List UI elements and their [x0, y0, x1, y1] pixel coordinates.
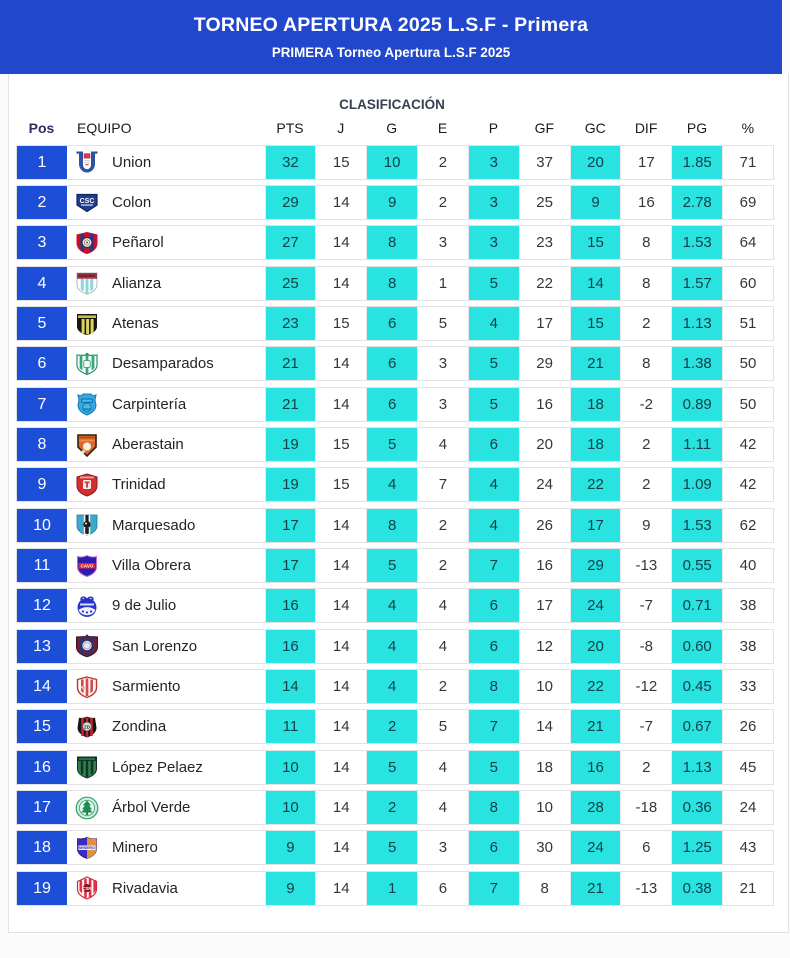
- svg-text:CSC: CSC: [80, 198, 95, 205]
- svg-text:MINERO: MINERO: [79, 845, 95, 850]
- svg-text:ZD: ZD: [84, 724, 91, 729]
- svg-text:CSR: CSR: [83, 886, 92, 891]
- svg-text:CAVO: CAVO: [81, 563, 94, 568]
